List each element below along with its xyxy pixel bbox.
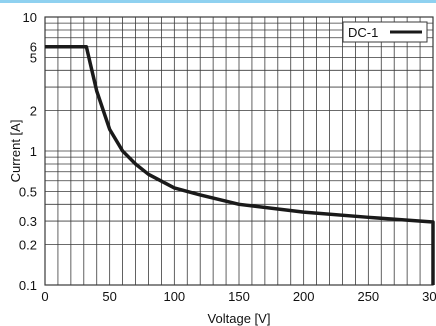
y-tick-label: 10 [23,10,37,25]
x-tick-label: 200 [293,289,315,304]
y-tick-label: 0.1 [19,278,37,293]
x-axis-title: Voltage [V] [208,311,271,326]
grid [44,16,434,286]
x-tick-label: 100 [163,289,185,304]
legend-label: DC-1 [348,25,378,40]
y-tick-label: 2 [30,104,37,119]
x-tick-label: 300 [422,289,436,304]
y-tick-label: 0.2 [19,238,37,253]
x-tick-label: 50 [102,289,116,304]
legend: DC-1 [342,21,428,43]
y-tick-label: 5 [30,50,37,65]
y-tick-label: 1 [30,144,37,159]
x-tick-label: 0 [41,289,48,304]
y-tick-label: 6 [30,40,37,55]
legend-box [342,21,428,43]
top-accent-bar [0,0,436,3]
y-tick-label: 0.3 [19,214,37,229]
x-tick-label: 250 [357,289,379,304]
series-layer [45,44,435,285]
x-tick-label: 150 [228,289,250,304]
series-line-dc-1 [45,44,435,285]
y-axis-title: Current [A] [8,120,23,183]
y-tick-label: 0.5 [19,184,37,199]
tick-labels: 0 50 100 150 200 250 300 0.1 0.2 0.3 0.5 1 2 56 10 [19,10,436,304]
plot-frame [44,16,434,286]
